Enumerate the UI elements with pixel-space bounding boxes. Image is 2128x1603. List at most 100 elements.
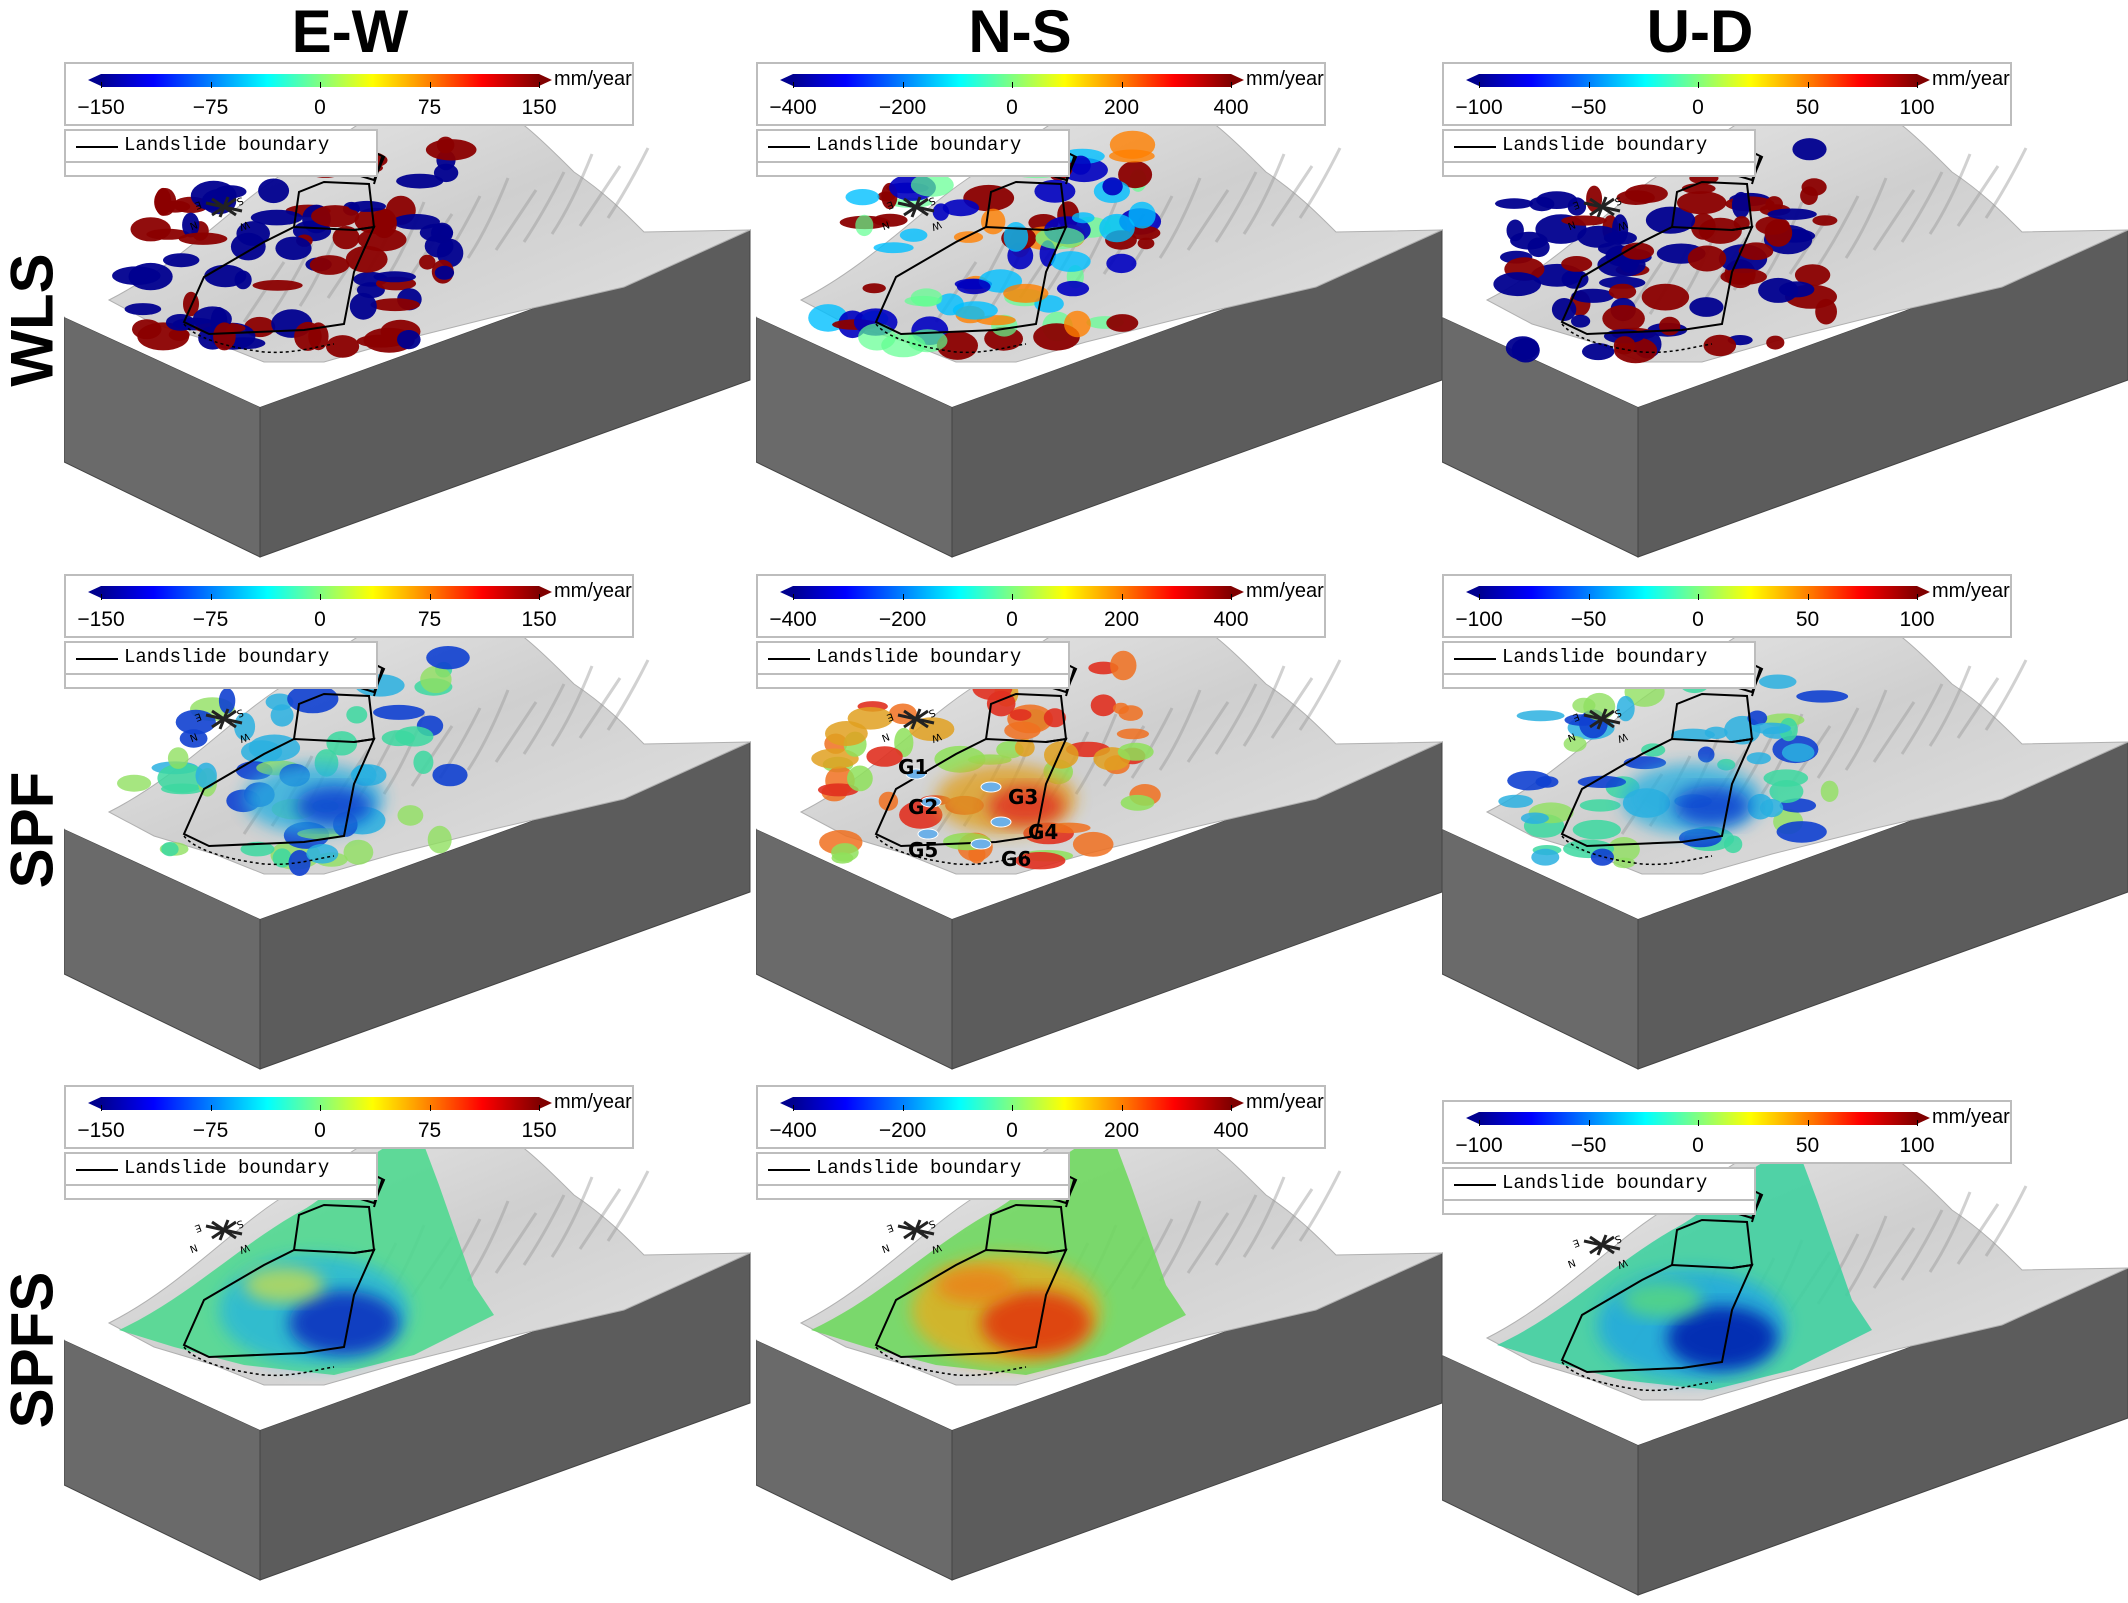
compass-label-n: N <box>880 730 891 743</box>
colorbar-min-arrow <box>780 74 793 86</box>
colorbar-tick-mark <box>1012 1105 1013 1111</box>
compass-label-w: W <box>238 730 251 744</box>
colorbar-tick-label: −150 <box>77 608 125 631</box>
gps-station-marker <box>917 828 939 840</box>
colorbar-tick-mark <box>210 82 212 88</box>
compass-icon: S NE W <box>188 1217 251 1255</box>
legend-entry: Landslide boundary <box>1444 643 1754 675</box>
colorbar-tick-mark <box>101 82 102 88</box>
legend-line-swatch <box>1454 658 1496 660</box>
colorbar: mm/year −100 −50 0 50 100 <box>1442 1100 2012 1164</box>
legend-label: Landslide boundary <box>124 646 330 668</box>
legend-label: Landslide boundary <box>816 1157 1022 1179</box>
colorbar-tick-mark <box>539 1105 540 1111</box>
colorbar-max-arrow <box>1231 1097 1244 1109</box>
terrain-block: S NE W <box>1442 1130 2128 1596</box>
compass-label-s: S <box>235 706 245 719</box>
colorbar-tick-mark <box>320 82 321 88</box>
colorbar-tick-label: 50 <box>1795 608 1820 631</box>
colorbar-tick-label: −200 <box>878 608 927 631</box>
terrain-block: S NE WG1 G2 G3 G4 G5 G6 <box>756 604 1443 1070</box>
legend-entry: Landslide boundary <box>758 131 1068 163</box>
compass-icon: S NE W <box>188 194 251 232</box>
colorbar-tick-mark <box>1121 82 1123 88</box>
colorbar-min-arrow <box>88 586 101 598</box>
colorbar-tick-label: −100 <box>1455 608 1503 631</box>
colorbar-max-arrow <box>539 1097 552 1109</box>
compass-label-e: E <box>193 710 203 723</box>
colorbar-tick-label: 100 <box>1899 608 1935 631</box>
legend-line-swatch <box>76 1169 118 1171</box>
colorbar: mm/year −400 −200 0 200 400 <box>756 1085 1326 1149</box>
gps-station-marker <box>990 816 1012 828</box>
colorbar-tick-mark <box>320 1105 321 1111</box>
compass-icon: S NE W <box>880 194 943 232</box>
legend-line-swatch <box>76 146 118 148</box>
compass-label-n: N <box>1566 730 1577 743</box>
velocity-field <box>811 650 1161 870</box>
colorbar-tick-mark <box>902 594 904 600</box>
compass-label-w: W <box>930 1241 943 1255</box>
colorbar-tick-mark <box>1012 594 1013 600</box>
colorbar-tick-label: −50 <box>1570 608 1607 631</box>
colorbar: mm/year −400 −200 0 200 400 <box>756 574 1326 638</box>
colorbar-tick-label: 400 <box>1213 96 1249 119</box>
compass-label-n: N <box>880 1241 891 1254</box>
compass-label-s: S <box>1613 706 1623 719</box>
legend-line-swatch <box>768 146 810 148</box>
legend-line-swatch <box>1454 146 1496 148</box>
colorbar-tick-label: 50 <box>1795 96 1820 119</box>
compass-label-w: W <box>1616 1256 1629 1270</box>
column-header-ns: N-S <box>968 0 1072 65</box>
colorbar-tick-mark <box>793 594 794 600</box>
legend: Landslide boundary <box>756 641 1070 689</box>
colorbar-tick-mark <box>1807 82 1809 88</box>
colorbar-tick-mark <box>1479 82 1480 88</box>
colorbar-unit: mm/year <box>1246 580 1324 602</box>
compass-label-w: W <box>238 218 251 232</box>
compass-label-e: E <box>193 198 203 211</box>
colorbar-tick-label: −100 <box>1455 96 1503 119</box>
gps-station-marker <box>905 768 927 780</box>
compass-label-e: E <box>885 1221 895 1234</box>
compass-label-w: W <box>930 218 943 232</box>
legend-entry: Landslide boundary <box>758 1154 1068 1186</box>
legend: Landslide boundary <box>1442 1167 1756 1215</box>
colorbar-min-arrow <box>88 1097 101 1109</box>
compass-icon: S NE W <box>1566 1232 1629 1270</box>
colorbar-tick-label: 100 <box>1899 1134 1935 1157</box>
colorbar-tick-label: 0 <box>314 608 326 631</box>
compass-icon: S NE W <box>1566 194 1629 232</box>
gps-station-label: G5 <box>908 838 938 862</box>
colorbar-tick-label: −400 <box>769 608 817 631</box>
panel-spf-ns: S N E W G1 G2 G3 G4 G5 G6 mm/year −400 −200 0 200 400 La… <box>756 574 1456 1074</box>
colorbar-tick-mark <box>1479 1120 1480 1126</box>
legend-label: Landslide boundary <box>1502 646 1708 668</box>
colorbar-max-arrow <box>1231 74 1244 86</box>
colorbar-tick-mark <box>1807 594 1809 600</box>
compass-icon: S NE W <box>1566 706 1629 744</box>
colorbar-tick-label: 0 <box>314 1119 326 1142</box>
colorbar-tick-label: 0 <box>314 96 326 119</box>
compass-label-n: N <box>188 730 199 743</box>
colorbar-max-arrow <box>1231 586 1244 598</box>
compass-label-e: E <box>885 710 895 723</box>
colorbar: mm/year −400 −200 0 200 400 <box>756 62 1326 126</box>
colorbar-tick-mark <box>429 82 431 88</box>
gps-station-label: G4 <box>1028 820 1058 844</box>
colorbar-tick-label: 150 <box>521 96 557 119</box>
colorbar-tick-mark <box>539 594 540 600</box>
compass-label-e: E <box>885 198 895 211</box>
colorbar-tick-mark <box>1698 1120 1699 1126</box>
colorbar-min-arrow <box>780 1097 793 1109</box>
compass-label-w: W <box>1616 218 1629 232</box>
legend: Landslide boundary <box>1442 129 1756 177</box>
colorbar-tick-label: −100 <box>1455 1134 1503 1157</box>
compass-label-s: S <box>927 1217 937 1230</box>
colorbar-min-arrow <box>1466 586 1479 598</box>
colorbar-tick-label: 50 <box>1795 1134 1820 1157</box>
row-header-wls: WLS <box>0 253 66 387</box>
